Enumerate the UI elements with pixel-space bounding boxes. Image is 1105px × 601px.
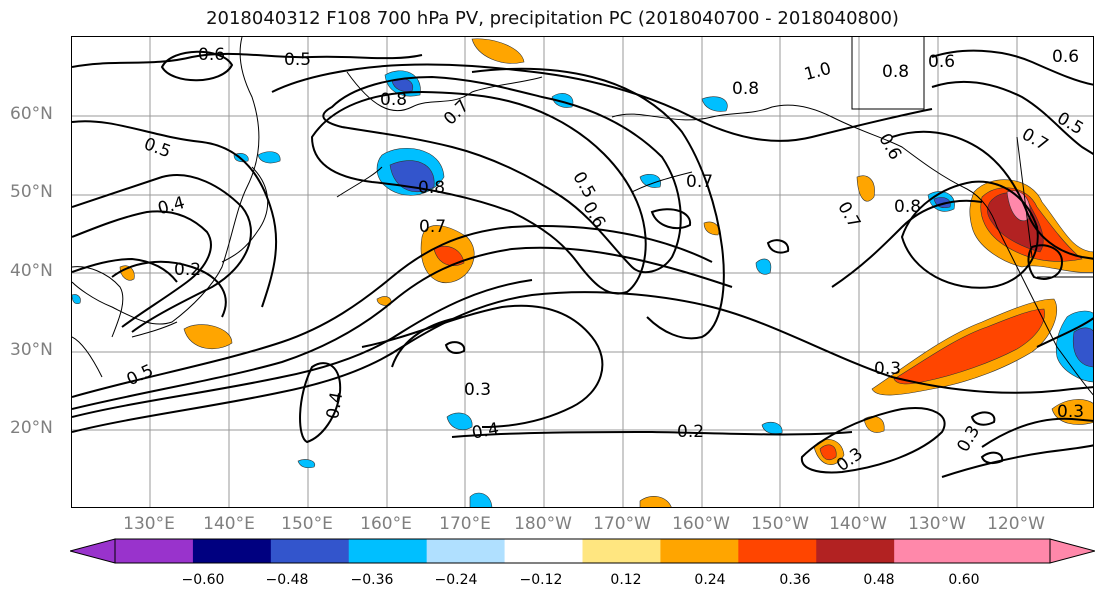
lon-label-160e: 160°E: [360, 514, 412, 534]
lat-label-20n: 20°N: [10, 418, 53, 438]
colorbar-tick: −0.48: [265, 572, 309, 588]
colorbar-over-arrow: [1049, 538, 1097, 564]
lon-label-170e: 170°E: [439, 514, 491, 534]
lon-label-180w: 180°W: [514, 514, 572, 534]
precip-positive-blob: [856, 175, 875, 202]
contour-label: 1.0: [802, 59, 833, 85]
contour-label: 0.8: [380, 90, 407, 110]
contour-label: 0.3: [1057, 402, 1084, 422]
precip-positive-blob: [819, 444, 837, 461]
graticule: [72, 37, 1093, 507]
map-title: 2018040312 F108 700 hPa PV, precipitatio…: [206, 8, 899, 29]
map-panel: 0.6 0.5 0.7 0.8 0.8 1.0 0.8 0.6 0.6 0.5 …: [71, 36, 1094, 508]
precip-negative-blob: [389, 160, 435, 193]
precip-negative-blob: [72, 294, 81, 305]
colorbar-segment: [972, 539, 1051, 563]
contour-label: 0.5: [1053, 108, 1086, 139]
map-canvas: 0.6 0.5 0.7 0.8 0.8 1.0 0.8 0.6 0.6 0.5 …: [72, 37, 1093, 507]
lon-label-150w: 150°W: [751, 514, 809, 534]
colorbar: [68, 538, 1097, 564]
precip-negative-blob: [701, 96, 728, 112]
contour-label: 0.8: [418, 178, 445, 198]
contour-label: 0.8: [894, 197, 921, 217]
precip-positive-blob: [183, 324, 233, 350]
contour-label: 0.5: [141, 134, 173, 162]
contour-label: 0.8: [882, 62, 909, 82]
contour-label: 0.4: [323, 391, 347, 421]
colorbar-tick: 0.36: [779, 572, 811, 588]
contour-label: 0.4: [470, 419, 500, 443]
contour-label: 0.8: [732, 79, 759, 99]
colorbar-graphic: [68, 538, 1097, 564]
contour-label: 0.6: [578, 198, 609, 231]
contour-label: 0.6: [928, 52, 955, 72]
contour-label: 0.3: [874, 359, 901, 379]
colorbar-segment: [660, 539, 739, 563]
pv-contours: [72, 49, 1093, 478]
colorbar-tick: −0.24: [434, 572, 478, 588]
lat-label-30n: 30°N: [10, 340, 53, 360]
contour-label: 0.3: [953, 422, 984, 455]
colorbar-segment: [115, 539, 194, 563]
lon-label-150e: 150°E: [281, 514, 333, 534]
contour-label: 0.7: [419, 217, 446, 237]
colorbar-segment: [192, 539, 272, 563]
contour-label: 0.2: [174, 260, 201, 280]
colorbar-segment: [426, 539, 506, 563]
colorbar-tick: 0.12: [610, 572, 642, 588]
precip-negative-blob: [297, 459, 316, 469]
contour-labels: 0.6 0.5 0.7 0.8 0.8 1.0 0.8 0.6 0.6 0.5 …: [124, 45, 1087, 476]
colorbar-segment: [894, 539, 973, 563]
precip-negative-blob: [761, 421, 783, 435]
contour-label: 0.5: [124, 361, 157, 391]
lon-label-170w: 170°W: [593, 514, 651, 534]
lon-label-130e: 130°E: [123, 514, 175, 534]
lon-label-130w: 130°W: [908, 514, 966, 534]
precip-negative-blob: [469, 492, 493, 507]
lat-label-60n: 60°N: [10, 104, 53, 124]
contour-label: 0.5: [284, 50, 311, 70]
precip-negative-blob: [755, 258, 772, 275]
contour-label: 0.6: [1052, 47, 1079, 67]
lon-label-140w: 140°W: [829, 514, 887, 534]
colorbar-tick: 0.48: [863, 572, 895, 588]
colorbar-segment: [270, 539, 350, 563]
lon-label-140e: 140°E: [203, 514, 255, 534]
contour-label: 0.7: [686, 172, 713, 192]
colorbar-border: [114, 538, 1051, 564]
precip-negative-blob: [639, 174, 661, 188]
colorbar-tick: 0.24: [694, 572, 726, 588]
colorbar-segment: [816, 539, 895, 563]
precip-positive-blob: [376, 296, 392, 306]
coastlines: [72, 37, 1093, 396]
precip-shading: [72, 38, 1093, 507]
contour-label: 0.3: [464, 380, 491, 400]
colorbar-tick: 0.60: [948, 572, 980, 588]
precip-negative-blob: [257, 151, 281, 164]
colorbar-segment: [348, 539, 428, 563]
colorbar-under-arrow: [68, 538, 116, 564]
lon-label-120w: 120°W: [987, 514, 1045, 534]
precip-positive-blob: [433, 245, 465, 266]
contour-label: 0.7: [833, 198, 864, 231]
colorbar-tick: −0.12: [519, 572, 563, 588]
colorbar-segment: [738, 539, 817, 563]
precip-negative-blob: [1072, 327, 1093, 368]
precip-positive-blob: [471, 38, 525, 64]
contour-label: 0.2: [677, 422, 704, 442]
lat-label-40n: 40°N: [10, 261, 53, 281]
lon-label-160w: 160°W: [672, 514, 730, 534]
precip-positive-blob: [703, 221, 720, 236]
colorbar-segment: [582, 539, 661, 563]
contour-label: 0.6: [198, 45, 225, 65]
contour-label: 0.7: [1018, 124, 1051, 155]
colorbar-tick: −0.36: [350, 572, 394, 588]
lat-label-50n: 50°N: [10, 182, 53, 202]
precip-positive-blob: [893, 308, 1045, 385]
precip-negative-blob: [446, 412, 473, 430]
contour-label: 0.5: [568, 168, 599, 201]
precip-positive-blob: [639, 496, 672, 507]
colorbar-tick: −0.60: [181, 572, 225, 588]
colorbar-segment: [504, 539, 583, 563]
